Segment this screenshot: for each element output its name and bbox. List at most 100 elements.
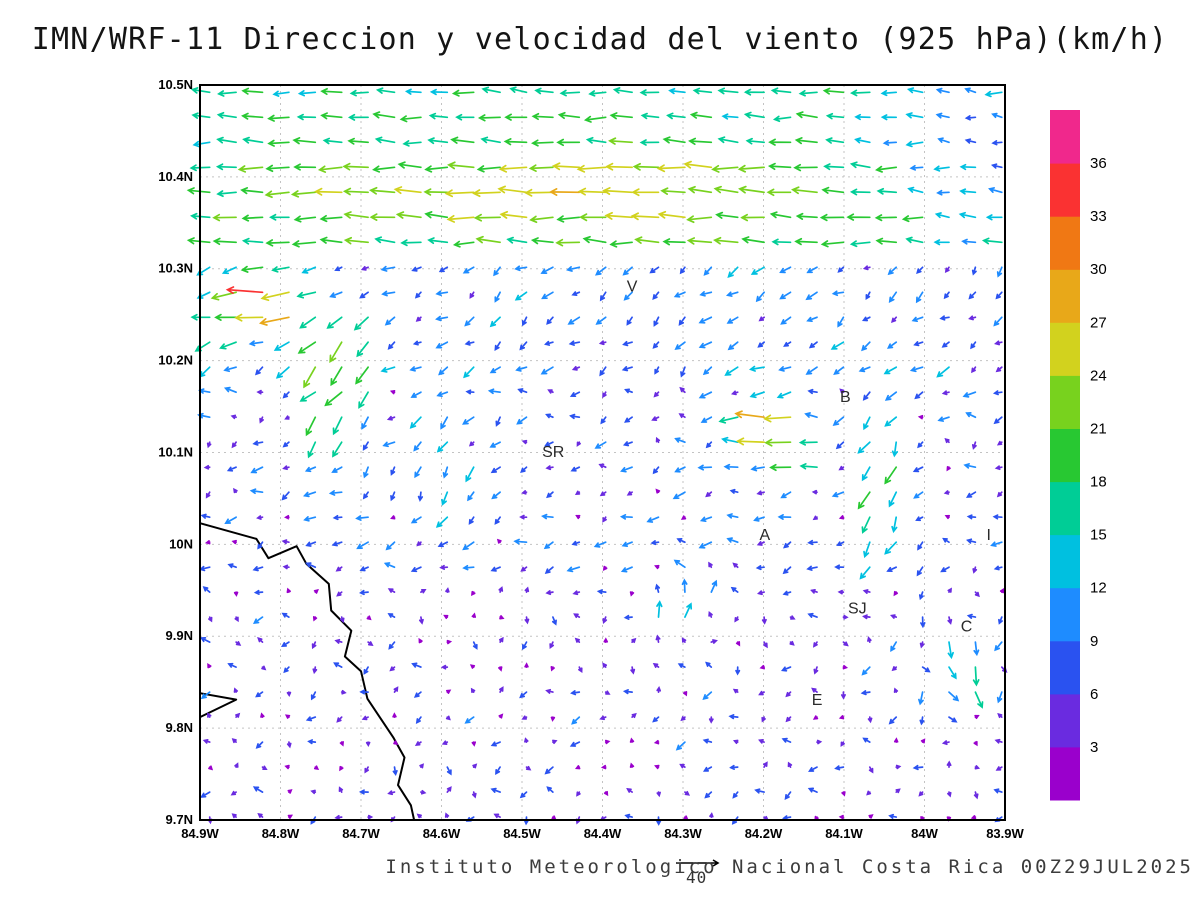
wind-arrow <box>524 616 530 625</box>
wind-arrow <box>332 514 343 521</box>
wind-arrow <box>795 111 818 119</box>
wind-arrow <box>992 514 1003 520</box>
wind-arrow <box>441 491 449 506</box>
wind-arrow <box>284 714 291 719</box>
wind-arrow <box>475 235 501 244</box>
wind-arrow <box>764 438 792 447</box>
wind-arrow <box>678 316 686 326</box>
wind-arrow <box>680 515 687 520</box>
wind-arrow <box>414 291 422 299</box>
wind-arrow <box>544 340 554 346</box>
colorbar-segment <box>1050 587 1080 642</box>
wind-arrow <box>216 111 237 119</box>
wind-arrow <box>339 765 344 772</box>
wind-arrow <box>399 115 422 123</box>
wind-arrow <box>418 616 424 625</box>
wind-arrow <box>702 738 713 744</box>
wind-arrow <box>782 815 792 821</box>
wind-arrow <box>948 716 958 723</box>
wind-arrow <box>842 614 849 620</box>
wind-arrow <box>293 163 317 171</box>
wind-arrow <box>282 564 290 570</box>
wind-arrow <box>816 739 823 745</box>
footer-credit: Instituto Meteorologico Nacional Costa R… <box>385 856 1194 878</box>
wind-arrow <box>652 291 660 300</box>
wind-arrow <box>596 589 607 595</box>
wind-arrow <box>267 114 290 122</box>
wind-arrow <box>275 366 290 379</box>
wind-arrow <box>303 516 317 522</box>
wind-arrow <box>964 115 977 121</box>
wind-arrow <box>865 291 871 301</box>
wind-arrow <box>837 316 845 328</box>
lat-tick-label: 10.1N <box>158 445 193 460</box>
wind-arrow <box>340 689 347 695</box>
wind-arrow <box>779 266 792 274</box>
wind-arrow <box>882 139 898 146</box>
wind-arrow <box>621 541 633 547</box>
wind-arrow <box>876 187 898 195</box>
wind-arrow <box>494 291 501 303</box>
wind-arrow <box>583 115 607 123</box>
lon-tick-label: 84.1W <box>825 826 863 841</box>
wind-arrow <box>984 90 1003 98</box>
wind-arrow <box>305 416 317 437</box>
wind-arrow <box>240 187 264 195</box>
wind-arrow <box>697 464 713 471</box>
wind-arrow <box>917 414 924 420</box>
wind-arrow <box>331 541 343 547</box>
wind-arrow <box>895 788 901 794</box>
wind-arrow <box>282 441 290 448</box>
wind-arrow <box>208 765 214 771</box>
wind-arrow <box>546 786 554 793</box>
wind-arrow <box>198 366 211 378</box>
wind-arrow <box>656 164 686 173</box>
wind-arrow <box>393 740 399 745</box>
wind-arrow <box>387 341 396 350</box>
wind-arrow <box>312 666 318 675</box>
wind-arrow <box>389 389 396 395</box>
wind-arrow <box>781 737 792 743</box>
wind-arrow <box>729 764 739 770</box>
wind-arrow <box>769 211 792 219</box>
wind-arrow <box>440 416 449 430</box>
wind-arrow <box>413 441 422 452</box>
wind-arrow <box>830 341 845 350</box>
wind-arrow <box>383 562 396 569</box>
wind-arrow <box>738 185 765 194</box>
wind-arrow <box>772 115 792 123</box>
wind-arrow <box>343 211 369 219</box>
wind-arrow <box>761 716 766 723</box>
wind-arrow <box>574 490 581 496</box>
wind-arrow <box>517 388 528 394</box>
wind-arrow <box>252 786 264 793</box>
wind-arrow <box>284 514 290 520</box>
wind-arrow <box>702 366 713 376</box>
wind-arrow <box>600 416 607 425</box>
wind-arrow <box>700 416 713 423</box>
wind-arrow <box>468 516 475 525</box>
wind-arrow <box>514 265 528 272</box>
wind-arrow <box>961 238 977 245</box>
wind-arrow <box>948 691 960 702</box>
wind-arrow <box>415 316 422 322</box>
wind-arrow <box>959 188 977 195</box>
wind-arrow <box>886 566 898 573</box>
wind-arrow <box>216 136 237 144</box>
wind-arrow <box>481 86 501 94</box>
wind-arrow <box>402 140 422 147</box>
wind-arrow <box>310 691 317 701</box>
wind-arrow <box>253 589 264 595</box>
wind-arrow <box>490 566 501 572</box>
wind-arrow <box>424 165 449 173</box>
wind-arrow <box>937 416 950 422</box>
wind-arrow <box>811 489 818 495</box>
wind-arrow <box>807 388 818 395</box>
wind-arrow <box>290 190 317 198</box>
wind-arrow <box>602 516 607 523</box>
wind-arrow <box>509 86 528 94</box>
wind-arrow <box>233 591 239 597</box>
wind-arrow <box>361 416 369 430</box>
wind-arrow <box>740 213 765 222</box>
